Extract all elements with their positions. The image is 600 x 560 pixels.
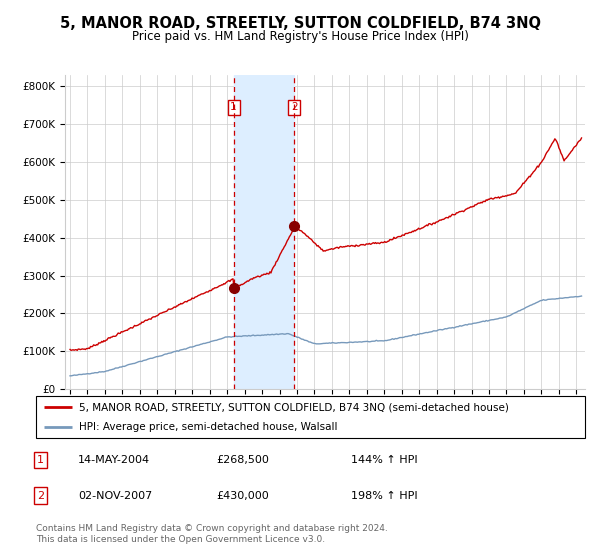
Bar	[233, 75, 294, 389]
Text: 5, MANOR ROAD, STREETLY, SUTTON COLDFIELD, B74 3NQ: 5, MANOR ROAD, STREETLY, SUTTON COLDFIEL…	[59, 16, 541, 31]
Text: £430,000: £430,000	[216, 491, 269, 501]
Text: 1: 1	[230, 102, 237, 112]
Text: Price paid vs. HM Land Registry's House Price Index (HPI): Price paid vs. HM Land Registry's House …	[131, 30, 469, 43]
Text: 14-MAY-2004: 14-MAY-2004	[78, 455, 150, 465]
Text: 2: 2	[291, 102, 298, 112]
Text: 02-NOV-2007: 02-NOV-2007	[78, 491, 152, 501]
Text: 1: 1	[37, 455, 44, 465]
Text: HPI: Average price, semi-detached house, Walsall: HPI: Average price, semi-detached house,…	[79, 422, 337, 432]
Text: This data is licensed under the Open Government Licence v3.0.: This data is licensed under the Open Gov…	[36, 535, 325, 544]
Text: £268,500: £268,500	[216, 455, 269, 465]
Text: 198% ↑ HPI: 198% ↑ HPI	[351, 491, 418, 501]
Text: 144% ↑ HPI: 144% ↑ HPI	[351, 455, 418, 465]
Text: 2: 2	[37, 491, 44, 501]
FancyBboxPatch shape	[36, 396, 585, 438]
Text: 5, MANOR ROAD, STREETLY, SUTTON COLDFIELD, B74 3NQ (semi-detached house): 5, MANOR ROAD, STREETLY, SUTTON COLDFIEL…	[79, 402, 509, 412]
Text: Contains HM Land Registry data © Crown copyright and database right 2024.: Contains HM Land Registry data © Crown c…	[36, 524, 388, 533]
